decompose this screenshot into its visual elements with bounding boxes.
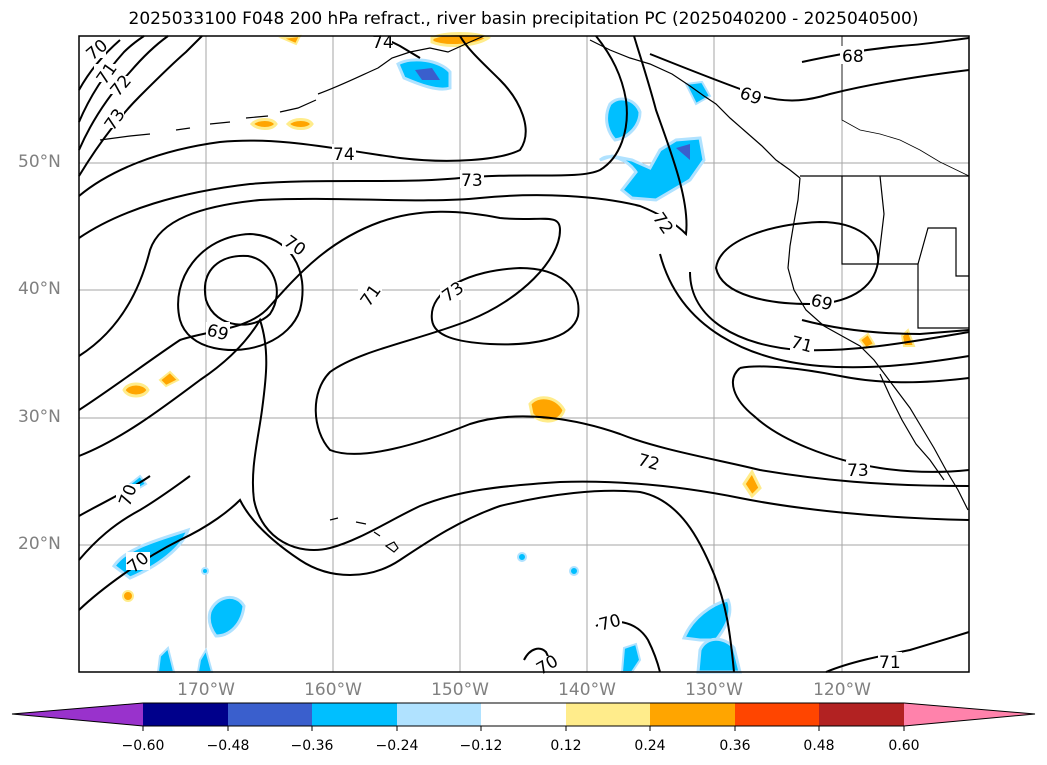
lon-label-170w: 170°W [177, 680, 235, 700]
neg-patch-subtropic-4 [620, 642, 642, 673]
contour-69-sw [78, 475, 151, 517]
colorbar-seg-2 [228, 703, 312, 726]
colorbar-label-9: 0.48 [803, 738, 835, 754]
colorbar-label-5: −0.12 [459, 738, 503, 754]
colorbar-label-4: −0.24 [375, 738, 419, 754]
neg-patch-small-4 [201, 567, 209, 575]
contour-71-inner [78, 210, 970, 487]
colorbar-seg-5 [481, 703, 566, 726]
pos-patch-west-1 [122, 382, 150, 398]
colorbar-label-3: −0.36 [290, 738, 334, 754]
west-coast-us [787, 177, 969, 511]
contour-73-ring [430, 266, 580, 346]
pos-patch-east-1 [742, 469, 762, 499]
contour-69-ring [203, 254, 278, 326]
colorbar-label-10: 0.60 [888, 738, 920, 754]
colorbar-seg-9 [819, 703, 904, 726]
colorbar-seg-3 [312, 703, 397, 726]
state-border-3 [917, 227, 969, 277]
contour-74-north [78, 35, 527, 197]
colorbar-seg-8 [735, 703, 819, 726]
contour-label-6: 74 [333, 145, 355, 165]
refractivity-contours [78, 35, 970, 673]
contour-70-ring [177, 232, 304, 352]
neg-patch-small-2 [517, 552, 527, 562]
contour-label-5: 74 [372, 33, 394, 53]
map-frame [78, 35, 970, 673]
colorbar-label-1: −0.60 [121, 738, 165, 754]
contour-69-ne [649, 53, 970, 102]
neg-patch-bc-2 [599, 136, 706, 202]
lon-label-130w: 130°W [685, 680, 743, 700]
map-background [79, 36, 969, 672]
contour-70-sw [78, 475, 191, 561]
colorbar-label-6: 0.12 [550, 738, 582, 754]
colorbar-seg-7 [650, 703, 735, 726]
contour-73-east [731, 365, 970, 473]
contour-72-central [78, 35, 688, 357]
pos-patch-east-2 [858, 332, 876, 350]
canada-internal [841, 36, 970, 177]
contour-label-10: 68 [842, 47, 864, 67]
pos-patch-west-2 [158, 370, 180, 388]
contour-label-7: 73 [461, 171, 483, 191]
neg-patch-subtropic-2 [681, 598, 732, 642]
contour-labels: 70 71 72 73 74 74 73 72 69 68 70 71 73 6… [83, 33, 902, 680]
aleutian-islands [99, 99, 317, 141]
colorbar-extend-low [12, 703, 143, 726]
lat-label-30n: 30°N [18, 407, 61, 427]
neg-patch-bc-1 [605, 97, 642, 142]
contour-72-lower [78, 317, 970, 551]
lat-label-50n: 50°N [18, 152, 61, 172]
baja-california [879, 373, 945, 481]
colorbar-label-7: 0.24 [634, 738, 666, 754]
lon-label-150w: 150°W [431, 680, 489, 700]
lat-label-40n: 40°N [18, 279, 61, 299]
neg-patch-bc-core [676, 144, 690, 160]
lon-label-140w: 140°W [558, 680, 616, 700]
contour-label-23: 71 [879, 653, 901, 673]
contour-71-lower [78, 489, 735, 673]
neg-patch-small-3 [569, 566, 579, 576]
lat-label-20n: 20°N [18, 534, 61, 554]
contour-70-nw [78, 39, 121, 91]
pos-patch-small-1 [122, 590, 134, 602]
pos-patch-central [528, 396, 566, 423]
colorbar-label-2: −0.48 [206, 738, 250, 754]
pos-patch-aleutian-1 [249, 118, 278, 130]
colorbar-extend-high [904, 703, 1035, 726]
chart-title: 2025033100 F048 200 hPa refract., river … [128, 9, 919, 29]
pos-patch-north-2 [278, 34, 302, 46]
lon-label-160w: 160°W [304, 680, 362, 700]
colorbar-seg-6 [566, 703, 650, 726]
contour-71-se [825, 631, 970, 673]
contour-71-nw [78, 35, 145, 123]
contour-73-nw [78, 35, 203, 177]
colorbar-label-8: 0.36 [719, 738, 751, 754]
alaska-panhandle [589, 39, 801, 179]
contour-label-17: 73 [847, 461, 869, 481]
pos-patch-aleutian-2 [285, 118, 314, 130]
contour-68-ne [801, 37, 970, 63]
neg-patch-subtropic-1 [207, 596, 246, 638]
gridlines [79, 36, 969, 672]
neg-patch-gulf-alaska-core [415, 68, 440, 80]
colorbar-seg-4 [397, 703, 481, 726]
contour-72-nw [78, 35, 169, 151]
colorbar-seg-1 [143, 703, 228, 726]
alaska-coast [317, 35, 485, 95]
contour-73-east-2 [801, 319, 970, 336]
colorbar [11, 702, 1036, 731]
hawaii-islands [329, 517, 399, 553]
neg-patch-subtropic-3 [696, 637, 742, 674]
contour-69-east [714, 220, 880, 306]
contour-72-east [659, 253, 970, 369]
state-border-2 [877, 175, 885, 265]
lon-label-120w: 120°W [813, 680, 871, 700]
coastlines [99, 35, 970, 553]
